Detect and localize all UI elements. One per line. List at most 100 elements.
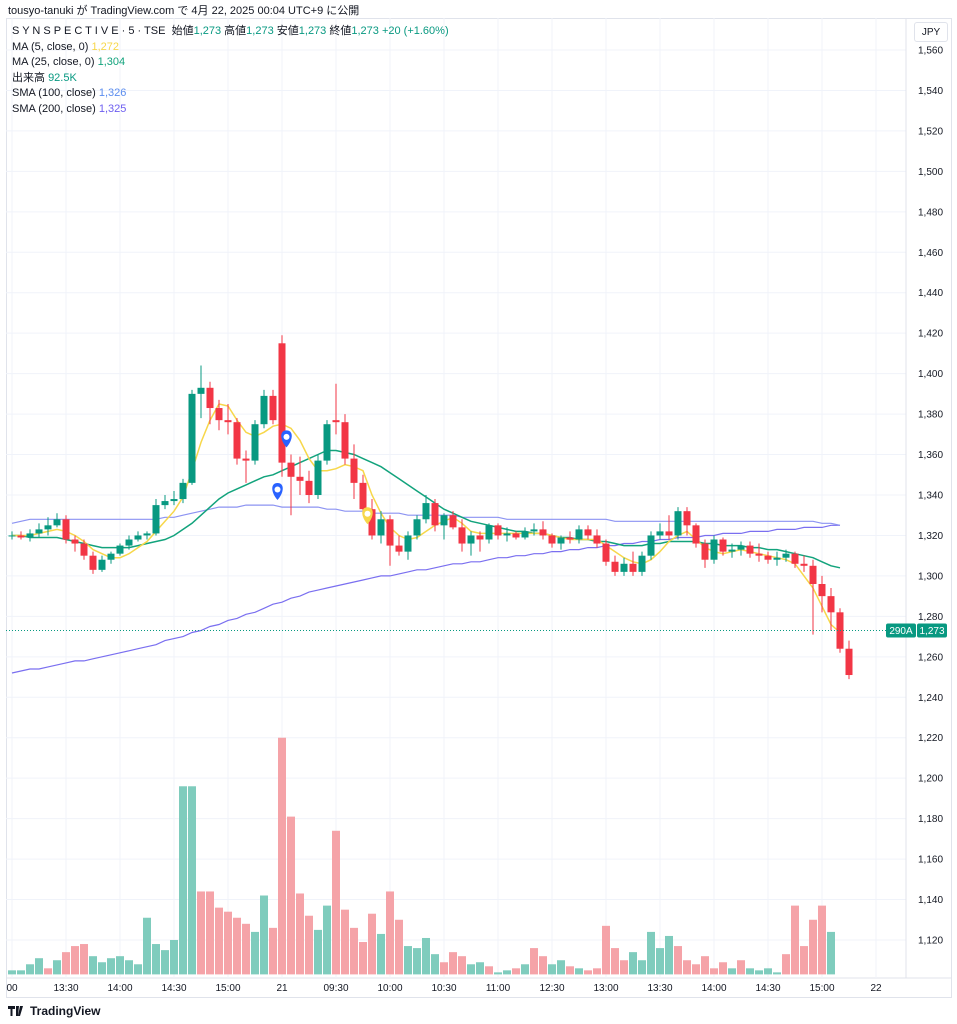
candle-body bbox=[485, 525, 493, 540]
indicator-row[interactable]: SMA (200, close) 1,325 bbox=[12, 102, 449, 118]
change-value: +20 (+1.60%) bbox=[381, 25, 449, 37]
indicator-row[interactable]: MA (25, close, 0) 1,304 bbox=[12, 55, 449, 71]
volume-bar bbox=[809, 919, 817, 975]
volume-bar bbox=[422, 937, 430, 975]
candle-body bbox=[683, 511, 691, 526]
candle-body bbox=[152, 505, 160, 534]
indicator-label: SMA (200, close) bbox=[12, 102, 99, 115]
candle-body bbox=[692, 525, 700, 544]
volume-bar bbox=[683, 960, 691, 975]
volume-bar bbox=[521, 964, 529, 975]
price-tick-label: 1,420 bbox=[918, 329, 943, 340]
high-label: 高値 bbox=[224, 25, 247, 37]
volume-bar bbox=[755, 970, 763, 975]
volume-bar bbox=[161, 950, 169, 975]
volume-bar bbox=[224, 911, 232, 975]
candle-body bbox=[98, 559, 106, 570]
candle-body bbox=[557, 537, 565, 544]
price-tick-label: 1,560 bbox=[918, 46, 943, 57]
candlestick-chart[interactable]: 1,560 1,540 1,520 1,500 1,480 1,460 1,440 1,420… bbox=[0, 0, 957, 1000]
symbol-name[interactable]: S Y N S P E C T I V E · 5 · TSE bbox=[12, 25, 166, 37]
volume-bar bbox=[305, 915, 313, 975]
volume-bar bbox=[197, 891, 205, 975]
candle-body bbox=[602, 543, 610, 562]
volume-bar bbox=[692, 964, 700, 975]
indicator-value: 1,326 bbox=[98, 87, 127, 99]
time-tick-label: 10:00 bbox=[377, 983, 402, 994]
volume-bar bbox=[53, 960, 61, 975]
candle-body bbox=[26, 533, 34, 538]
candle-body bbox=[665, 531, 673, 536]
high-value: 1,273 bbox=[246, 25, 274, 37]
time-tick-label: 11:00 bbox=[486, 983, 511, 994]
candle-body bbox=[476, 535, 484, 540]
volume-bar bbox=[215, 907, 223, 975]
volume-bar bbox=[296, 893, 304, 975]
candle-body bbox=[233, 422, 241, 459]
price-tick-label: 1,300 bbox=[918, 571, 943, 582]
time-tick-label: 10:30 bbox=[431, 983, 456, 994]
candle-body bbox=[161, 501, 169, 506]
price-axis: 1,560 1,540 1,520 1,500 1,480 1,460 1,440 1,420… bbox=[918, 46, 943, 947]
volume-bar bbox=[62, 952, 70, 975]
sma200-line bbox=[11, 524, 840, 674]
candle-body bbox=[359, 482, 367, 510]
time-tick-label: 14:00 bbox=[107, 983, 132, 994]
time-tick-label: 09:30 bbox=[323, 983, 348, 994]
volume-bar bbox=[602, 925, 610, 975]
volume-bar bbox=[179, 786, 187, 975]
volume-bar bbox=[44, 968, 52, 975]
volume-bar bbox=[71, 946, 79, 975]
volume-bar bbox=[530, 948, 538, 975]
price-tick-label: 1,180 bbox=[918, 814, 943, 825]
time-tick-label: 00 bbox=[6, 983, 18, 994]
candle-body bbox=[224, 420, 232, 423]
candle-body bbox=[593, 535, 601, 544]
volume-bar bbox=[557, 960, 565, 975]
candle-body bbox=[782, 553, 790, 558]
candle-body bbox=[125, 539, 133, 546]
volume-bar bbox=[791, 905, 799, 975]
time-tick-label: 12:30 bbox=[539, 983, 564, 994]
time-tick-label: 13:00 bbox=[593, 983, 618, 994]
price-tick-label: 1,460 bbox=[918, 248, 943, 259]
volume-bar bbox=[503, 970, 511, 975]
close-value: 1,273 bbox=[351, 25, 379, 37]
brand-footer[interactable]: TradingView bbox=[8, 1004, 100, 1018]
indicator-row[interactable]: SMA (100, close) 1,326 bbox=[12, 86, 449, 102]
chart-frame[interactable] bbox=[6, 18, 952, 998]
candle-body bbox=[413, 519, 421, 536]
symbol-tag-text: 290A bbox=[889, 626, 913, 637]
volume-bar bbox=[404, 946, 412, 975]
volume-bar bbox=[593, 968, 601, 975]
volume-bar bbox=[719, 962, 727, 975]
volume-bar bbox=[566, 966, 574, 975]
price-tick-label: 1,480 bbox=[918, 207, 943, 218]
volume-bar bbox=[386, 891, 394, 975]
currency-button[interactable]: JPY bbox=[914, 22, 948, 42]
candle-body bbox=[269, 395, 277, 421]
price-tick-label: 1,140 bbox=[918, 895, 943, 906]
candle-body bbox=[467, 535, 475, 544]
candle-body bbox=[44, 525, 52, 530]
candle-body bbox=[818, 584, 826, 597]
candle-body bbox=[566, 537, 574, 540]
open-label: 始値 bbox=[171, 25, 194, 37]
price-tag-text: 1,273 bbox=[919, 626, 944, 637]
candle-body bbox=[287, 462, 295, 477]
indicator-row[interactable]: 出来高 92.5K bbox=[12, 71, 449, 87]
indicator-value: 1,304 bbox=[97, 56, 126, 68]
volume-bar bbox=[674, 946, 682, 975]
volume-bar bbox=[638, 960, 646, 975]
candle-body bbox=[395, 545, 403, 552]
volume-bar bbox=[827, 931, 835, 975]
time-tick-label: 14:30 bbox=[161, 983, 186, 994]
candle-body bbox=[503, 533, 511, 536]
candle-body bbox=[611, 561, 619, 572]
candle-body bbox=[53, 519, 61, 526]
event-marker-icon bbox=[272, 482, 283, 500]
candle-body bbox=[458, 527, 466, 544]
indicator-row[interactable]: MA (5, close, 0) 1,272 bbox=[12, 40, 449, 56]
volume-bar bbox=[314, 929, 322, 975]
volume-bar bbox=[485, 966, 493, 975]
